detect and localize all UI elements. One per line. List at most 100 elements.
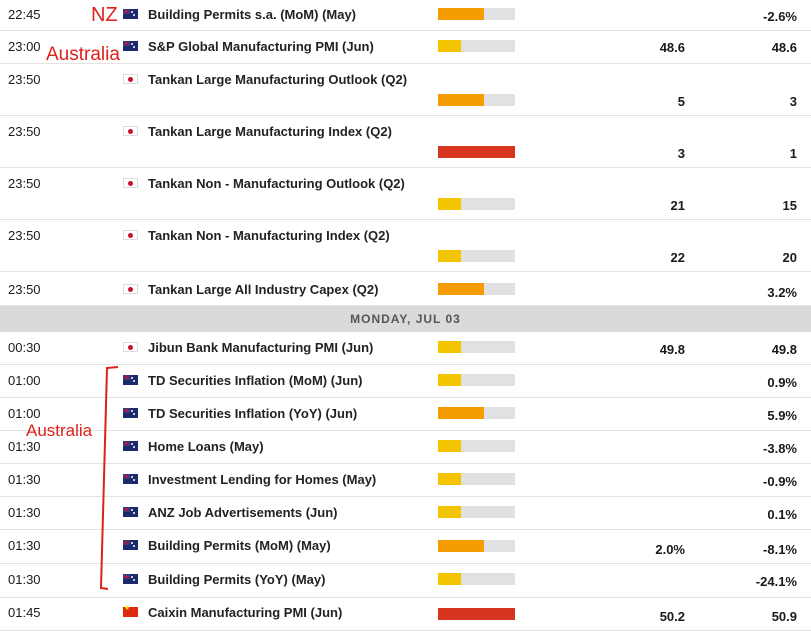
event-row[interactable]: 01:30 Building Permits (YoY) (May) -24.1% — [0, 564, 811, 598]
japan-flag-icon — [123, 74, 138, 84]
impact-bar-fill — [438, 250, 462, 262]
event-time: 23:50 — [8, 176, 41, 191]
event-time: 01:45 — [8, 605, 41, 620]
forecast-value: 5 — [677, 94, 685, 109]
event-time: 23:50 — [8, 282, 41, 297]
japan-flag-icon — [123, 126, 138, 136]
previous-value: 0.1% — [767, 507, 797, 522]
impact-bar — [438, 146, 515, 158]
japan-flag-icon — [123, 178, 138, 188]
event-time: 00:30 — [8, 340, 41, 355]
forecast-value: 22 — [670, 250, 685, 265]
event-time: 01:30 — [8, 538, 41, 553]
event-name[interactable]: Home Loans (May) — [148, 439, 264, 454]
forecast-value: 48.6 — [659, 40, 685, 55]
event-row[interactable]: 01:00 TD Securities Inflation (MoM) (Jun)… — [0, 365, 811, 398]
event-name[interactable]: Investment Lending for Homes (May) — [148, 472, 377, 487]
event-name[interactable]: S&P Global Manufacturing PMI (Jun) — [148, 39, 374, 54]
previous-value: -0.9% — [763, 474, 797, 489]
impact-bar — [438, 440, 515, 452]
impact-bar-fill — [438, 40, 462, 52]
forecast-value: 50.2 — [659, 609, 685, 624]
impact-bar — [438, 374, 515, 386]
impact-bar — [438, 250, 515, 262]
australia-flag-icon — [123, 441, 138, 451]
event-name[interactable]: Building Permits (MoM) (May) — [148, 538, 331, 553]
impact-bar — [438, 540, 515, 552]
event-name[interactable]: Building Permits s.a. (MoM) (May) — [148, 7, 357, 22]
previous-value: 3.2% — [767, 285, 797, 300]
impact-bar-fill — [438, 8, 485, 20]
event-name[interactable]: Tankan Large All Industry Capex (Q2) — [148, 282, 379, 297]
event-row[interactable]: 01:45 Caixin Manufacturing PMI (Jun) 50.2 5… — [0, 598, 811, 631]
impact-bar-fill — [438, 540, 485, 552]
impact-bar — [438, 473, 515, 485]
impact-bar — [438, 40, 515, 52]
australia-bracket — [99, 366, 119, 590]
event-row[interactable]: 23:50 Tankan Non - Manufacturing Index (Q… — [0, 220, 811, 272]
event-name[interactable]: Tankan Large Manufacturing Index (Q2) — [148, 124, 392, 139]
event-row[interactable]: 01:00 TD Securities Inflation (YoY) (Jun)… — [0, 398, 811, 431]
day-header: MONDAY, JUL 03 — [0, 306, 811, 332]
impact-bar — [438, 407, 515, 419]
event-time: 01:00 — [8, 373, 41, 388]
nz-annotation: NZ — [91, 4, 118, 26]
australia-flag-icon — [123, 540, 138, 550]
previous-value: 15 — [782, 198, 797, 213]
event-time: 01:00 — [8, 406, 41, 421]
event-time: 22:45 — [8, 7, 41, 22]
impact-bar — [438, 8, 515, 20]
impact-bar — [438, 608, 515, 620]
event-name[interactable]: Caixin Manufacturing PMI (Jun) — [148, 605, 343, 620]
event-row[interactable]: 01:30 Investment Lending for Homes (May) -… — [0, 464, 811, 497]
japan-flag-icon — [123, 342, 138, 352]
event-name[interactable]: Tankan Non - Manufacturing Outlook (Q2) — [148, 176, 405, 191]
event-name[interactable]: Tankan Large Manufacturing Outlook (Q2) — [148, 72, 408, 87]
previous-value: 50.9 — [771, 609, 797, 624]
event-time: 01:30 — [8, 572, 41, 587]
impact-bar-fill — [438, 573, 462, 585]
forecast-value: 49.8 — [659, 342, 685, 357]
impact-bar-fill — [438, 94, 485, 106]
event-row[interactable]: 23:50 Tankan Large Manufacturing Outlook … — [0, 64, 811, 116]
previous-value: -3.8% — [763, 441, 797, 456]
australia-annotation-top: Australia — [46, 44, 120, 65]
previous-value: 3 — [789, 94, 797, 109]
impact-bar-fill — [438, 608, 515, 620]
event-name[interactable]: TD Securities Inflation (YoY) (Jun) — [148, 406, 358, 421]
event-name[interactable]: Tankan Non - Manufacturing Index (Q2) — [148, 228, 390, 243]
event-row[interactable]: 23:50 Tankan Large All Industry Capex (Q2… — [0, 272, 811, 306]
previous-value: 0.9% — [767, 375, 797, 390]
australia-annotation-side: Australia — [26, 421, 93, 440]
previous-value: 5.9% — [767, 408, 797, 423]
event-row[interactable]: 23:00 S&P Global Manufacturing PMI (Jun) 4… — [0, 31, 811, 64]
australia-flag-icon — [123, 408, 138, 418]
event-time: 01:30 — [8, 472, 41, 487]
event-time: 23:50 — [8, 124, 41, 139]
event-row[interactable]: 01:30 Home Loans (May) -3.8% — [0, 431, 811, 464]
event-row[interactable]: 00:30 Jibun Bank Manufacturing PMI (Jun) 4… — [0, 332, 811, 365]
impact-bar-fill — [438, 341, 462, 353]
previous-value: -2.6% — [763, 9, 797, 24]
event-row[interactable]: 22:45 Building Permits s.a. (MoM) (May) -2… — [0, 0, 811, 31]
event-row[interactable]: 23:50 Tankan Large Manufacturing Index (Q… — [0, 116, 811, 168]
event-row[interactable]: 23:50 Tankan Non - Manufacturing Outlook … — [0, 168, 811, 220]
event-row[interactable]: 01:30 ANZ Job Advertisements (Jun) 0.1% — [0, 497, 811, 530]
event-name[interactable]: ANZ Job Advertisements (Jun) — [148, 505, 338, 520]
china-flag-icon — [123, 604, 138, 617]
event-time: 01:30 — [8, 505, 41, 520]
event-name[interactable]: TD Securities Inflation (MoM) (Jun) — [148, 373, 363, 388]
previous-value: -8.1% — [763, 542, 797, 557]
impact-bar-fill — [438, 146, 515, 158]
event-time: 23:00 — [8, 39, 41, 54]
impact-bar — [438, 341, 515, 353]
japan-flag-icon — [123, 284, 138, 294]
impact-bar-fill — [438, 506, 462, 518]
event-row[interactable]: 01:30 Building Permits (MoM) (May) 2.0% -8.… — [0, 530, 811, 564]
impact-bar-fill — [438, 473, 462, 485]
impact-bar — [438, 506, 515, 518]
event-name[interactable]: Jibun Bank Manufacturing PMI (Jun) — [148, 340, 374, 355]
event-name[interactable]: Building Permits (YoY) (May) — [148, 572, 326, 587]
event-time: 23:50 — [8, 228, 41, 243]
impact-bar-fill — [438, 198, 462, 210]
